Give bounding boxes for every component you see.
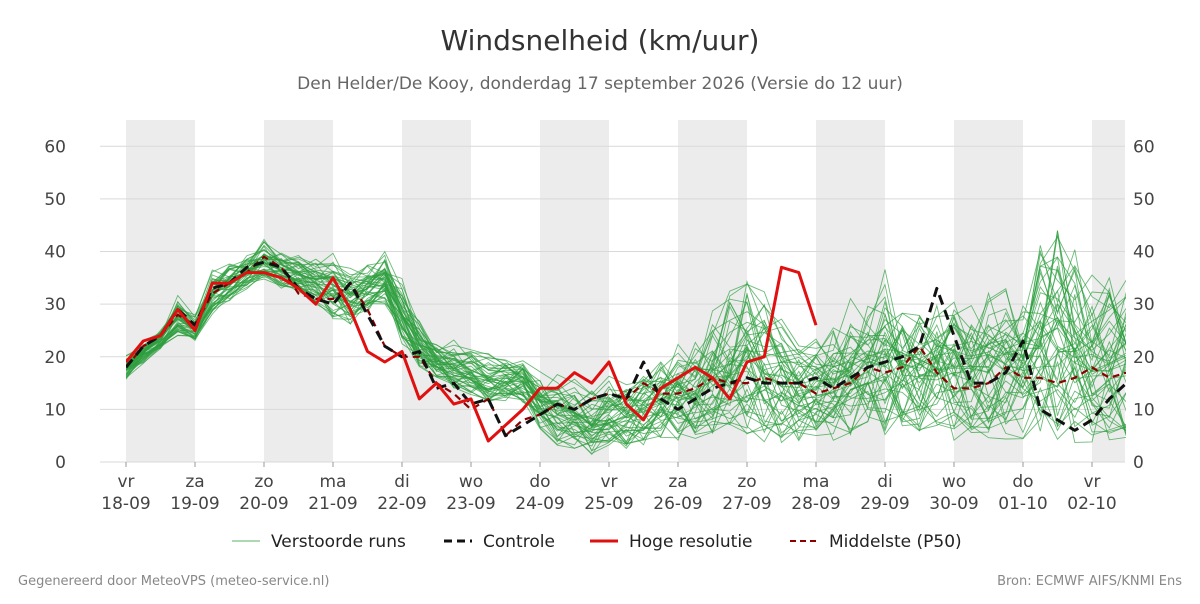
x-tick-weekday: zo xyxy=(737,472,756,492)
ensemble-run-line xyxy=(126,256,1126,426)
y-tick-label-left: 30 xyxy=(44,295,66,315)
ensemble-run-line xyxy=(126,240,1126,411)
ensemble-run-line xyxy=(126,249,1126,410)
footer-source: Bron: ECMWF AIFS/KNMI Ens xyxy=(997,574,1182,589)
x-tick-date: 27-09 xyxy=(722,494,771,514)
ensemble-run-line xyxy=(126,270,1126,433)
y-tick-label-left: 40 xyxy=(44,243,66,263)
ensemble-runs xyxy=(126,230,1126,456)
y-tick-label-left: 50 xyxy=(44,190,66,210)
y-tick-label-right: 60 xyxy=(1133,137,1155,157)
legend-item-control[interactable]: Controle xyxy=(444,532,555,552)
y-tick-label-right: 0 xyxy=(1133,453,1144,473)
x-tick-weekday: zo xyxy=(254,472,273,492)
x-tick-date: 23-09 xyxy=(446,494,495,514)
ensemble-run-line xyxy=(126,245,1126,419)
y-tick-label-left: 0 xyxy=(55,453,66,473)
legend-label-hires: Hoge resolutie xyxy=(629,532,753,552)
day-shade-band xyxy=(126,120,195,462)
control-line xyxy=(126,260,1126,438)
x-tick-weekday: wo xyxy=(459,472,483,492)
footer-generated-by: Gegenereerd door MeteoVPS (meteo-service… xyxy=(18,574,329,589)
ensemble-run-line xyxy=(126,268,1126,447)
x-tick-date: 25-09 xyxy=(584,494,633,514)
ensemble-run-line xyxy=(126,253,1126,427)
x-tick-weekday: di xyxy=(394,472,410,492)
ensemble-run-line xyxy=(126,234,1126,425)
x-tick-weekday: do xyxy=(1012,472,1033,492)
chart-title: Windsnelheid (km/uur) xyxy=(441,24,760,57)
day-shade-band xyxy=(402,120,471,462)
ensemble-run-line xyxy=(126,275,1126,452)
x-tick-weekday: za xyxy=(668,472,687,492)
ensemble-run-line xyxy=(126,258,1126,429)
ensemble-run-line xyxy=(126,249,1126,400)
x-tick-weekday: vr xyxy=(600,472,617,492)
x-tick-weekday: za xyxy=(185,472,204,492)
legend-item-hires[interactable]: Hoge resolutie xyxy=(590,532,753,552)
x-tick-weekday: wo xyxy=(942,472,966,492)
x-tick-date: 28-09 xyxy=(791,494,840,514)
x-tick-weekday: ma xyxy=(803,472,830,492)
y-tick-label-right: 30 xyxy=(1133,295,1155,315)
y-tick-label-left: 20 xyxy=(44,348,66,368)
x-tick-date: 21-09 xyxy=(308,494,357,514)
x-tick-date: 29-09 xyxy=(860,494,909,514)
x-tick-date: 20-09 xyxy=(239,494,288,514)
legend-item-median[interactable]: Middelste (P50) xyxy=(790,532,962,552)
y-tick-label-right: 50 xyxy=(1133,190,1155,210)
x-tick-weekday: vr xyxy=(117,472,134,492)
day-shade-band xyxy=(678,120,747,462)
legend: Verstoorde runs Controle Hoge resolutie … xyxy=(232,532,962,552)
x-tick-date: 18-09 xyxy=(101,494,150,514)
ensemble-run-line xyxy=(126,257,1126,433)
ensemble-run-line xyxy=(126,252,1126,426)
x-tick-date: 19-09 xyxy=(170,494,219,514)
x-tick-date: 01-10 xyxy=(998,494,1047,514)
y-tick-label-left: 60 xyxy=(44,137,66,157)
ensemble-run-line xyxy=(126,270,1126,450)
legend-item-ensemble[interactable]: Verstoorde runs xyxy=(232,532,406,552)
ensemble-run-line xyxy=(126,269,1126,442)
x-tick-weekday: ma xyxy=(320,472,347,492)
y-tick-label-right: 40 xyxy=(1133,243,1155,263)
x-tick-date: 24-09 xyxy=(515,494,564,514)
legend-label-ensemble: Verstoorde runs xyxy=(271,532,406,552)
y-tick-label-right: 10 xyxy=(1133,400,1155,420)
y-tick-label-right: 20 xyxy=(1133,348,1155,368)
x-tick-date: 22-09 xyxy=(377,494,426,514)
day-shading xyxy=(126,120,1125,462)
ensemble-run-line xyxy=(126,259,1126,441)
x-tick-date: 26-09 xyxy=(653,494,702,514)
ensemble-run-line xyxy=(126,256,1126,436)
hires-line xyxy=(126,265,818,443)
ensemble-run-line xyxy=(126,269,1126,446)
ensemble-run-line xyxy=(126,264,1126,420)
legend-label-control: Controle xyxy=(483,532,555,552)
legend-label-median: Middelste (P50) xyxy=(829,532,962,552)
x-tick-weekday: do xyxy=(529,472,550,492)
ensemble-run-line xyxy=(126,264,1126,427)
x-tick-weekday: vr xyxy=(1083,472,1100,492)
x-tick-date: 02-10 xyxy=(1067,494,1116,514)
x-tick-date: 30-09 xyxy=(929,494,978,514)
main-series xyxy=(126,255,1126,443)
x-tick-weekday: di xyxy=(877,472,893,492)
ensemble-run-line xyxy=(126,268,1126,456)
y-tick-label-left: 10 xyxy=(44,400,66,420)
ensemble-run-line xyxy=(126,273,1126,436)
chart-subtitle: Den Helder/De Kooy, donderdag 17 septemb… xyxy=(297,74,903,94)
